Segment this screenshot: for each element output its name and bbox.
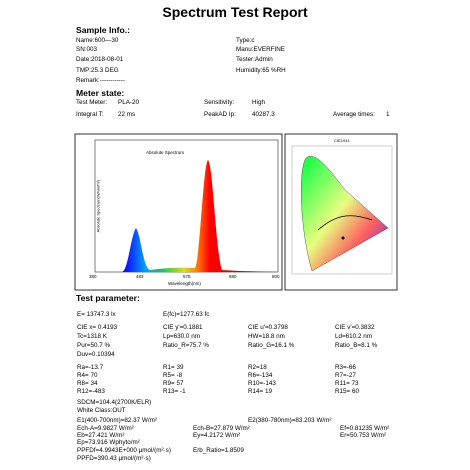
x-tick-label: 800 <box>272 274 280 279</box>
x-tick-label: 575 <box>183 274 191 279</box>
parameter: Ech-A=9.9827 W/m² <box>77 425 134 432</box>
meter-value: 40287.3 <box>252 111 275 118</box>
parameter: CIE v'=0.3832 <box>335 324 375 331</box>
parameter: Lp=630.0 nm <box>163 333 200 340</box>
parameter: R7=-27 <box>335 372 356 379</box>
parameter: Ep=73.916 Wphyto/m² <box>77 439 140 446</box>
meter-field: Integral T: <box>76 111 104 118</box>
info-field: Date:2018-08-01 <box>76 56 124 63</box>
parameter: R4= 70 <box>77 372 98 379</box>
parameter: Ratio_G=16.1 % <box>248 342 295 349</box>
x-tick-label: 380 <box>89 274 97 279</box>
spectrum-frame <box>74 133 283 291</box>
parameter: R14= 19 <box>248 388 272 395</box>
parameter: R11= 73 <box>335 380 359 387</box>
x-tick-label: 483 <box>136 274 144 279</box>
parameter: Ra=-13.7 <box>77 364 104 371</box>
parameter: Ef=0.81235 W/m² <box>340 425 390 432</box>
parameter: PPFDf=4.9943E+000 μmol/(m²·s) <box>77 447 171 454</box>
meter-value: 22 ms <box>118 111 136 118</box>
parameter: White Class:OUT <box>77 407 126 414</box>
parameter: Ratio_B=8.1 % <box>335 342 378 349</box>
parameter: R8= 34 <box>77 380 98 387</box>
parameter: SDCM=104.4(2700K/ELR) <box>77 399 152 406</box>
parameter: CIE y'=0.1881 <box>163 324 203 331</box>
parameter: CIE u'=0.3798 <box>248 324 288 331</box>
parameter: R5= -8 <box>163 372 183 379</box>
section-heading: Sample Info.: <box>76 25 130 35</box>
parameter: R13= -1 <box>163 388 186 395</box>
info-field: Type:c <box>236 37 255 44</box>
parameter: Eb=27.421 W/m² <box>77 432 125 439</box>
parameter: Ech-B=27.879 W/m² <box>193 425 250 432</box>
spectrum-x-label: Wavelength(nm) <box>168 281 201 286</box>
parameter: R2=18 <box>248 364 267 371</box>
meter-value: PLA-20 <box>118 99 140 106</box>
parameter: R15= 60 <box>335 388 359 395</box>
info-field: TMP:25.3 DEG <box>76 67 119 74</box>
spectrum-title: Absolute Spectrum <box>146 150 185 155</box>
cie-horseshoe <box>301 156 389 272</box>
parameter: R6=-134 <box>248 372 273 379</box>
parameter: Ld=610.2 nm <box>335 333 372 340</box>
parameter: Er=50.753 W/m² <box>340 432 387 439</box>
x-tick-label: 680 <box>229 274 237 279</box>
planck-locus <box>317 215 373 231</box>
chromaticity-point <box>341 236 345 240</box>
parameter: R12=-483 <box>77 388 105 395</box>
parameter: E= 13747.3 lx <box>77 311 116 318</box>
meter-value: 1 <box>386 111 390 118</box>
info-field: Name:600—30 <box>76 37 119 44</box>
info-field: Tester:Admin <box>236 56 273 63</box>
spectrum-curve <box>95 160 278 272</box>
section-heading: Meter state: <box>76 88 125 98</box>
meter-field: PeakAD Ip: <box>204 111 236 118</box>
info-field: Manu:EVERFINE <box>236 46 285 53</box>
parameter: R1= 39 <box>163 364 184 371</box>
meter-field: Average times: <box>333 111 375 118</box>
parameter: PPFD=390.43 μmol/(m²·s) <box>77 455 151 462</box>
parameter: Pur=50.7 % <box>77 342 111 349</box>
parameter: Tc=1318 K <box>77 333 107 340</box>
meter-field: Sensitivity: <box>204 99 235 106</box>
info-field: Humidity:65 %RH <box>236 67 286 74</box>
parameter: R10=-143 <box>248 380 276 387</box>
parameter: Erb_Ratio=1.8509 <box>193 447 244 454</box>
meter-value: High <box>252 99 265 106</box>
section-heading: Test parameter: <box>76 293 140 303</box>
spectrum-y-label: Absolute Spectrum(W/nm/m²) <box>95 179 101 233</box>
cie-plot <box>291 145 393 275</box>
parameter: Duv=0.10394 <box>77 351 115 358</box>
cie-title: CIE1931 <box>334 138 350 143</box>
parameter: E(fc)=1277.63 fc <box>163 311 210 318</box>
report-title: Spectrum Test Report <box>162 4 308 20</box>
parameter: E1(400-700nm)=82.37 W/m² <box>77 417 157 424</box>
parameter: Ey=4.2172 W/m² <box>193 432 241 439</box>
parameter: CIE x= 0.4193 <box>77 324 118 331</box>
parameter: E2(380-780nm)=83.203 W/m² <box>248 417 332 424</box>
parameter: Ratio_R=75.7 % <box>163 342 210 349</box>
parameter: HW=18.8 nm <box>248 333 285 340</box>
meter-field: Test Meter: <box>76 99 108 106</box>
info-field: Remark:------------ <box>76 77 125 84</box>
info-field: SN:003 <box>76 46 98 53</box>
parameter: R9= 57 <box>163 380 184 387</box>
parameter: R3=-66 <box>335 364 356 371</box>
